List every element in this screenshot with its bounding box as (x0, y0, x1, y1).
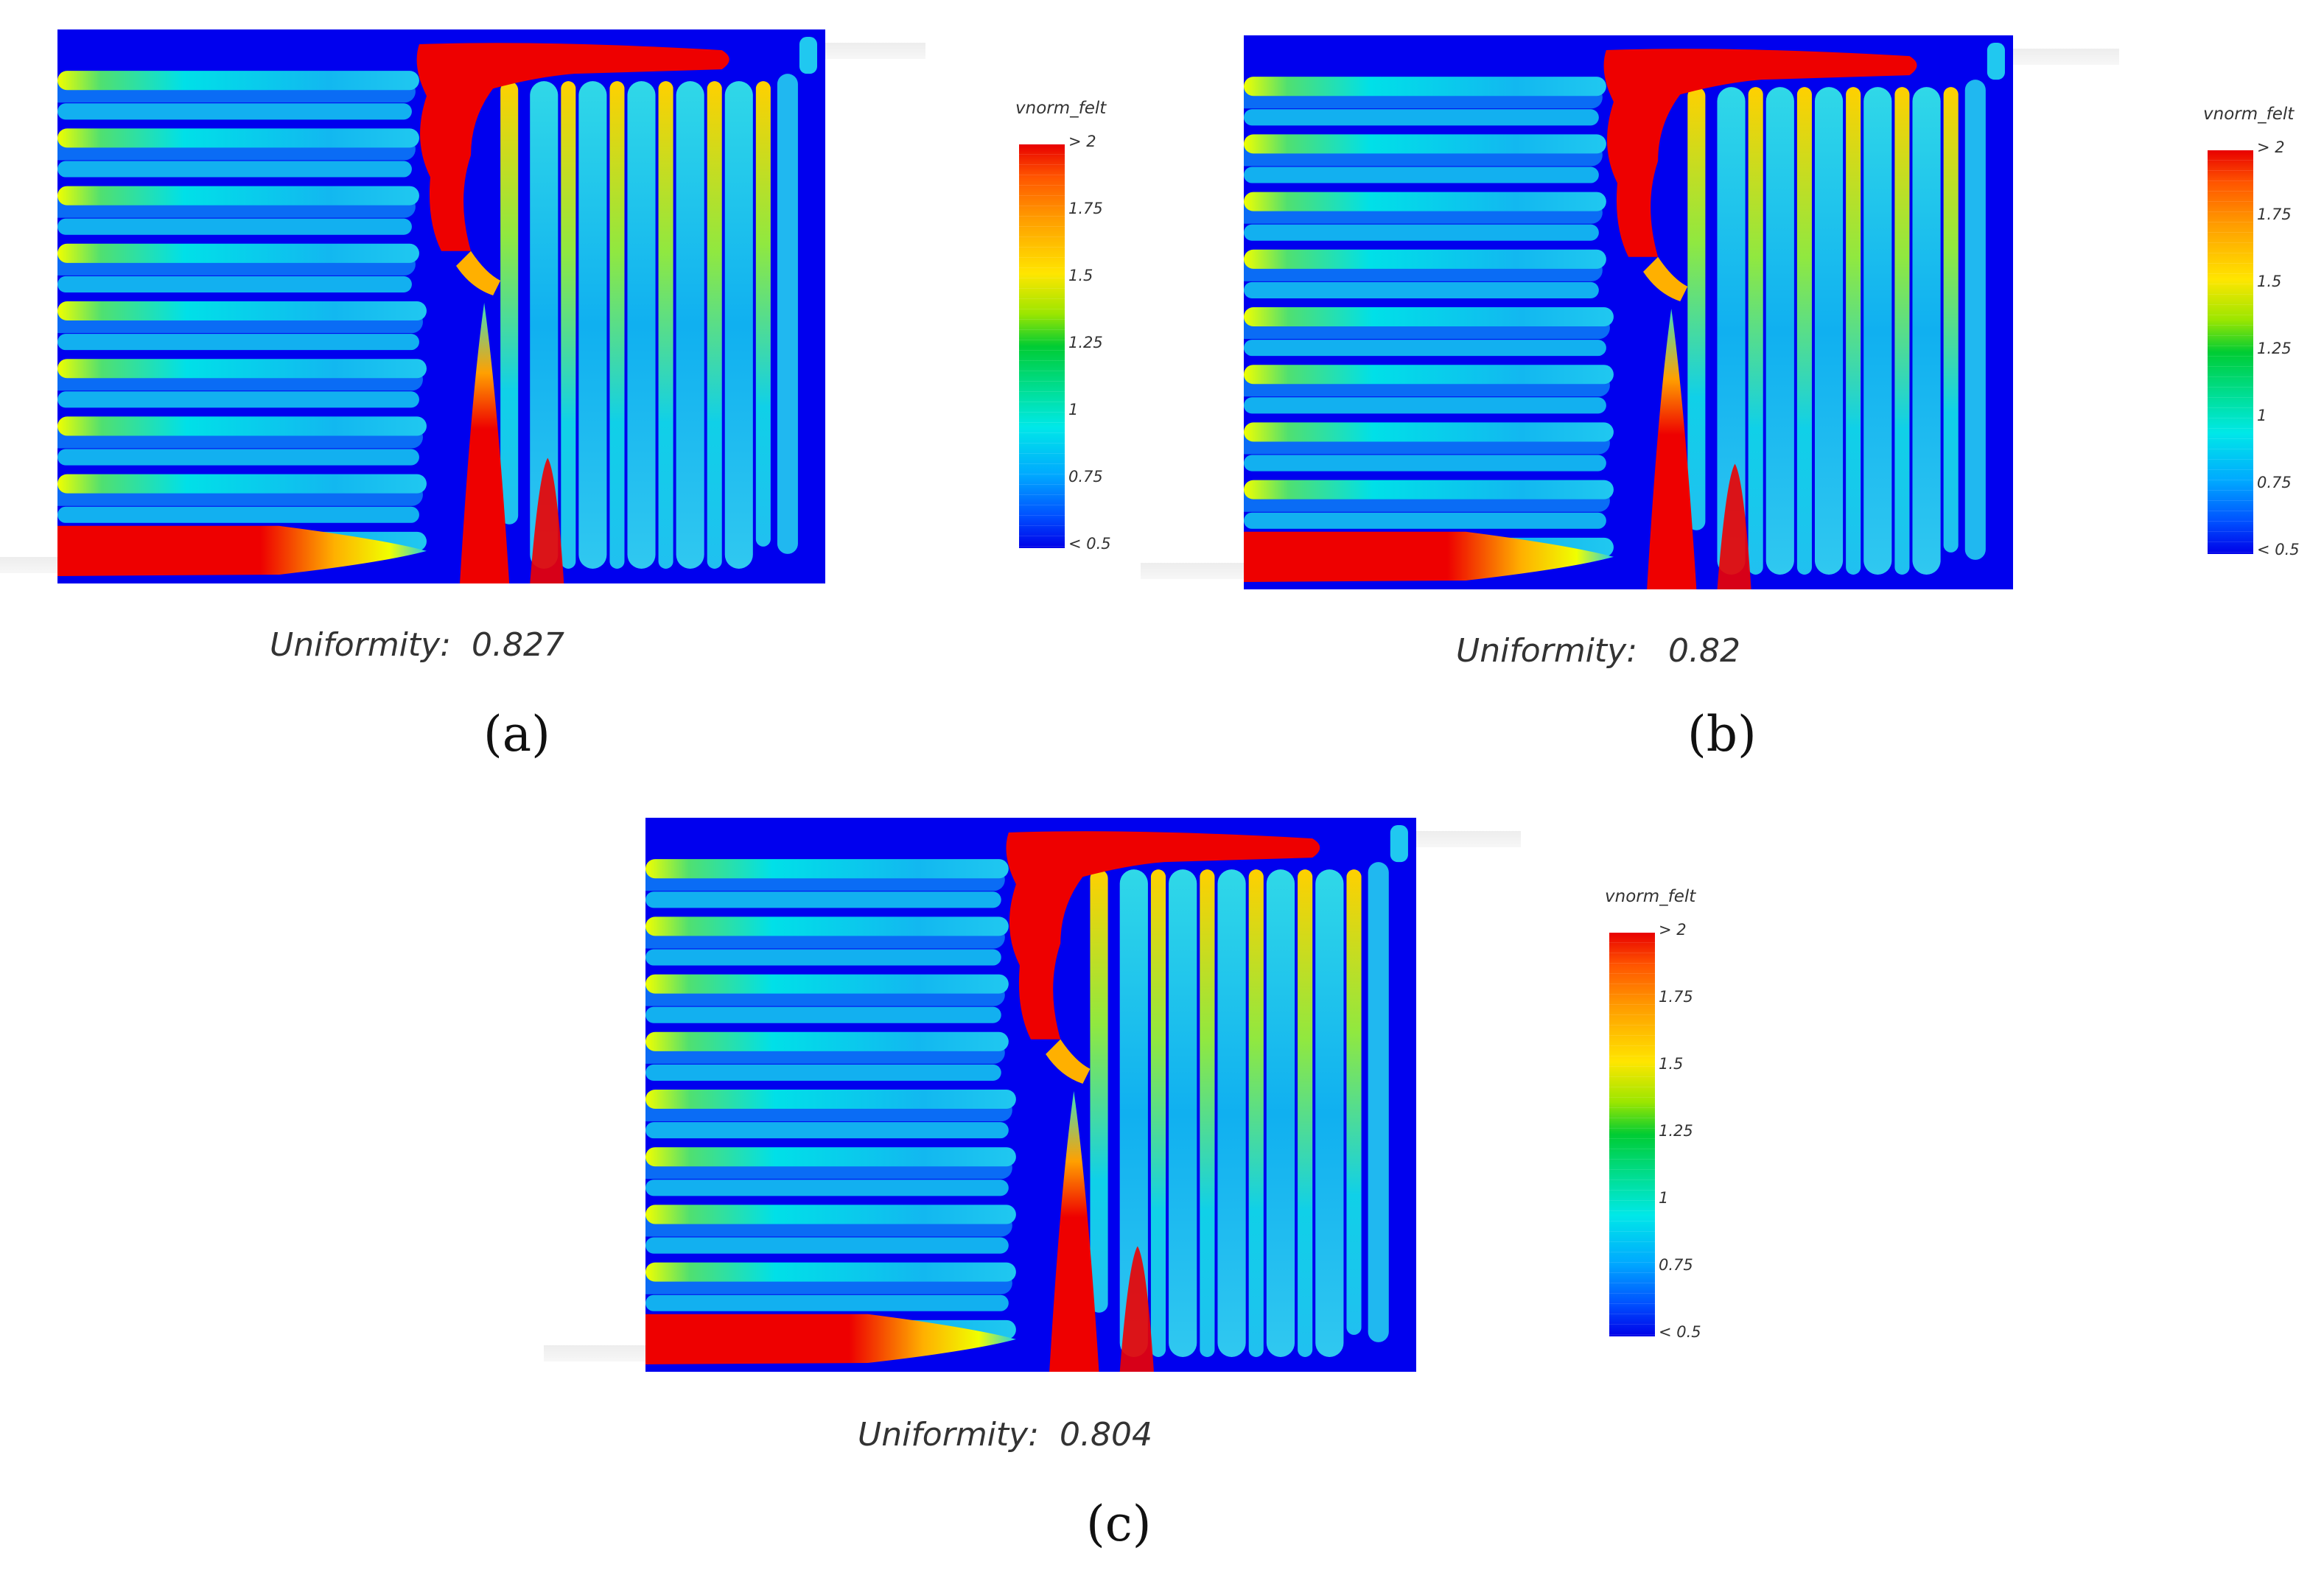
colorbar-tick: 1.25 (1659, 1122, 1693, 1140)
inlet-pipe (1141, 563, 1245, 579)
inlet-pipe (0, 557, 62, 573)
colorbar-tick: < 0.5 (2257, 541, 2300, 558)
colorbar-tick: 1 (2257, 407, 2267, 424)
colorbar-tick: < 0.5 (1659, 1323, 1701, 1341)
flow-field-plot (645, 818, 1416, 1372)
colorbar-tick: 1.5 (1068, 267, 1093, 284)
flow-field-plot (57, 29, 825, 583)
colorbar-tick: > 2 (2257, 139, 2285, 156)
colorbar-tick: 1.75 (2257, 206, 2292, 223)
colorbar-tick: 1.75 (1659, 988, 1693, 1006)
inlet-pipe (544, 1345, 647, 1361)
colorbar-tick: 1.5 (2257, 273, 2282, 290)
uniformity-readout: Uniformity: 0.804 (858, 1416, 1152, 1454)
colorbar-title: vnorm_felt (2203, 105, 2295, 124)
colorbar-tick: 1.75 (1068, 200, 1103, 217)
uniformity-value: 0.804 (1060, 1416, 1152, 1454)
outlet-pipe (822, 43, 925, 59)
colorbar-tick: 1 (1659, 1189, 1669, 1207)
colorbar-tick: < 0.5 (1068, 535, 1111, 553)
colorbar-title: vnorm_felt (1605, 887, 1696, 906)
colorbar-tick: > 2 (1068, 133, 1096, 150)
outlet-pipe (2009, 49, 2119, 65)
colorbar-tick: 0.75 (1068, 468, 1103, 485)
colorbar-tick: 1.5 (1659, 1055, 1684, 1073)
uniformity-value: 0.82 (1668, 632, 1740, 670)
uniformity-readout: Uniformity: 0.82 (1456, 632, 1740, 670)
uniformity-readout: Uniformity: 0.827 (270, 626, 564, 664)
colorbar-tick: 1.25 (1068, 334, 1103, 351)
flow-field-plot (1244, 35, 2013, 589)
uniformity-label: Uniformity: (270, 626, 452, 664)
panel-label: (b) (1687, 706, 1757, 763)
colorbar-tick: 1 (1068, 401, 1079, 418)
colorbar (1019, 144, 1065, 548)
uniformity-label: Uniformity: (1456, 632, 1638, 670)
colorbar (1609, 933, 1655, 1336)
colorbar (2208, 150, 2253, 554)
colorbar-tick: 1.25 (2257, 340, 2292, 357)
colorbar-tick: > 2 (1659, 921, 1687, 939)
panel-label: (c) (1086, 1496, 1152, 1552)
uniformity-value: 0.827 (472, 626, 564, 664)
colorbar-tick: 0.75 (2257, 474, 2292, 491)
outlet-pipe (1409, 831, 1521, 847)
colorbar-tick: 0.75 (1659, 1256, 1693, 1274)
panel-label: (a) (483, 706, 550, 763)
colorbar-title: vnorm_felt (1015, 99, 1107, 118)
uniformity-label: Uniformity: (858, 1416, 1040, 1454)
